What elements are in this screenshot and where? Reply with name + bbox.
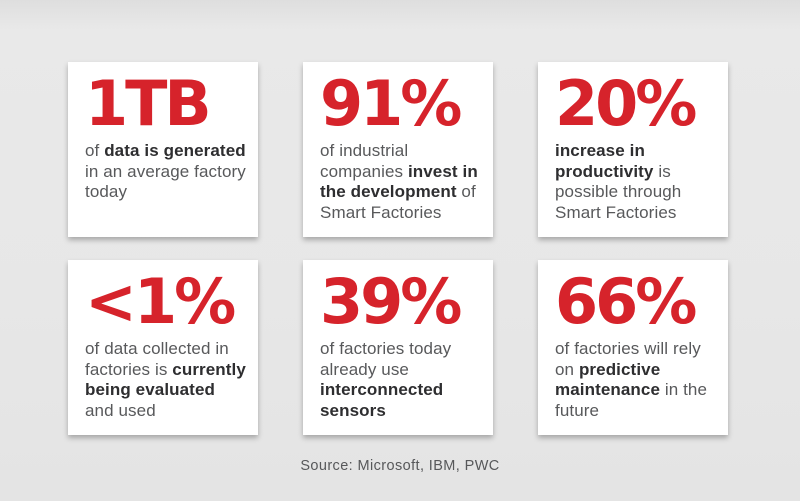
desc-regular: is possible through Smart Factories — [555, 161, 682, 222]
stat-card-grid: 1TB of data is generated in an average f… — [68, 62, 728, 435]
stat-card-data-evaluated: <1% of data collected in factories is cu… — [68, 260, 258, 435]
stat-card-interconnected-sensors: 39% of factories today already use inter… — [303, 260, 493, 435]
desc-regular: of data collected in factories is — [85, 339, 229, 379]
stat-value: 66% — [555, 265, 697, 338]
source-attribution: Source: Microsoft, IBM, PWC — [300, 458, 500, 474]
stat-card-data-generated: 1TB of data is generated in an average f… — [68, 62, 258, 237]
desc-bold: increase in productivity — [555, 141, 654, 181]
stat-value: 1TB — [85, 67, 212, 140]
stat-description: increase in productivity is possible thr… — [555, 141, 716, 223]
desc-bold: invest in the development — [320, 161, 478, 202]
stat-value: 91% — [320, 67, 462, 140]
desc-regular: of factories will rely on — [555, 339, 701, 379]
stat-value: 39% — [320, 265, 462, 338]
desc-regular: of Smart Factories — [320, 182, 476, 222]
desc-bold: currently being evaluated — [85, 359, 246, 400]
stat-description: of data collected in factories is curren… — [85, 339, 246, 421]
stat-description: of factories will rely on predictive mai… — [555, 339, 716, 421]
stat-card-predictive-maintenance: 66% of factories will rely on predictive… — [538, 260, 728, 435]
desc-regular: of factories today already use — [320, 339, 452, 379]
stat-description: of data is generated in an average facto… — [85, 141, 246, 203]
stat-card-productivity-increase: 20% increase in productivity is possible… — [538, 62, 728, 237]
desc-regular: of — [85, 141, 105, 160]
stat-value: 20% — [555, 67, 697, 140]
desc-bold: data is generated — [104, 141, 246, 160]
stat-value: <1% — [85, 265, 236, 338]
desc-regular: and used — [85, 400, 156, 420]
stat-description: of factories today already use interconn… — [320, 339, 481, 421]
stat-card-companies-invest: 91% of industrial companies invest in th… — [303, 62, 493, 237]
stat-description: of industrial companies invest in the de… — [320, 141, 481, 223]
desc-regular: in an average factory today — [85, 161, 246, 202]
desc-regular: of industrial companies — [320, 141, 409, 181]
desc-bold: predictive maintenance — [555, 359, 661, 400]
desc-bold: interconnected sensors — [320, 380, 444, 420]
desc-regular: in the future — [555, 380, 708, 420]
